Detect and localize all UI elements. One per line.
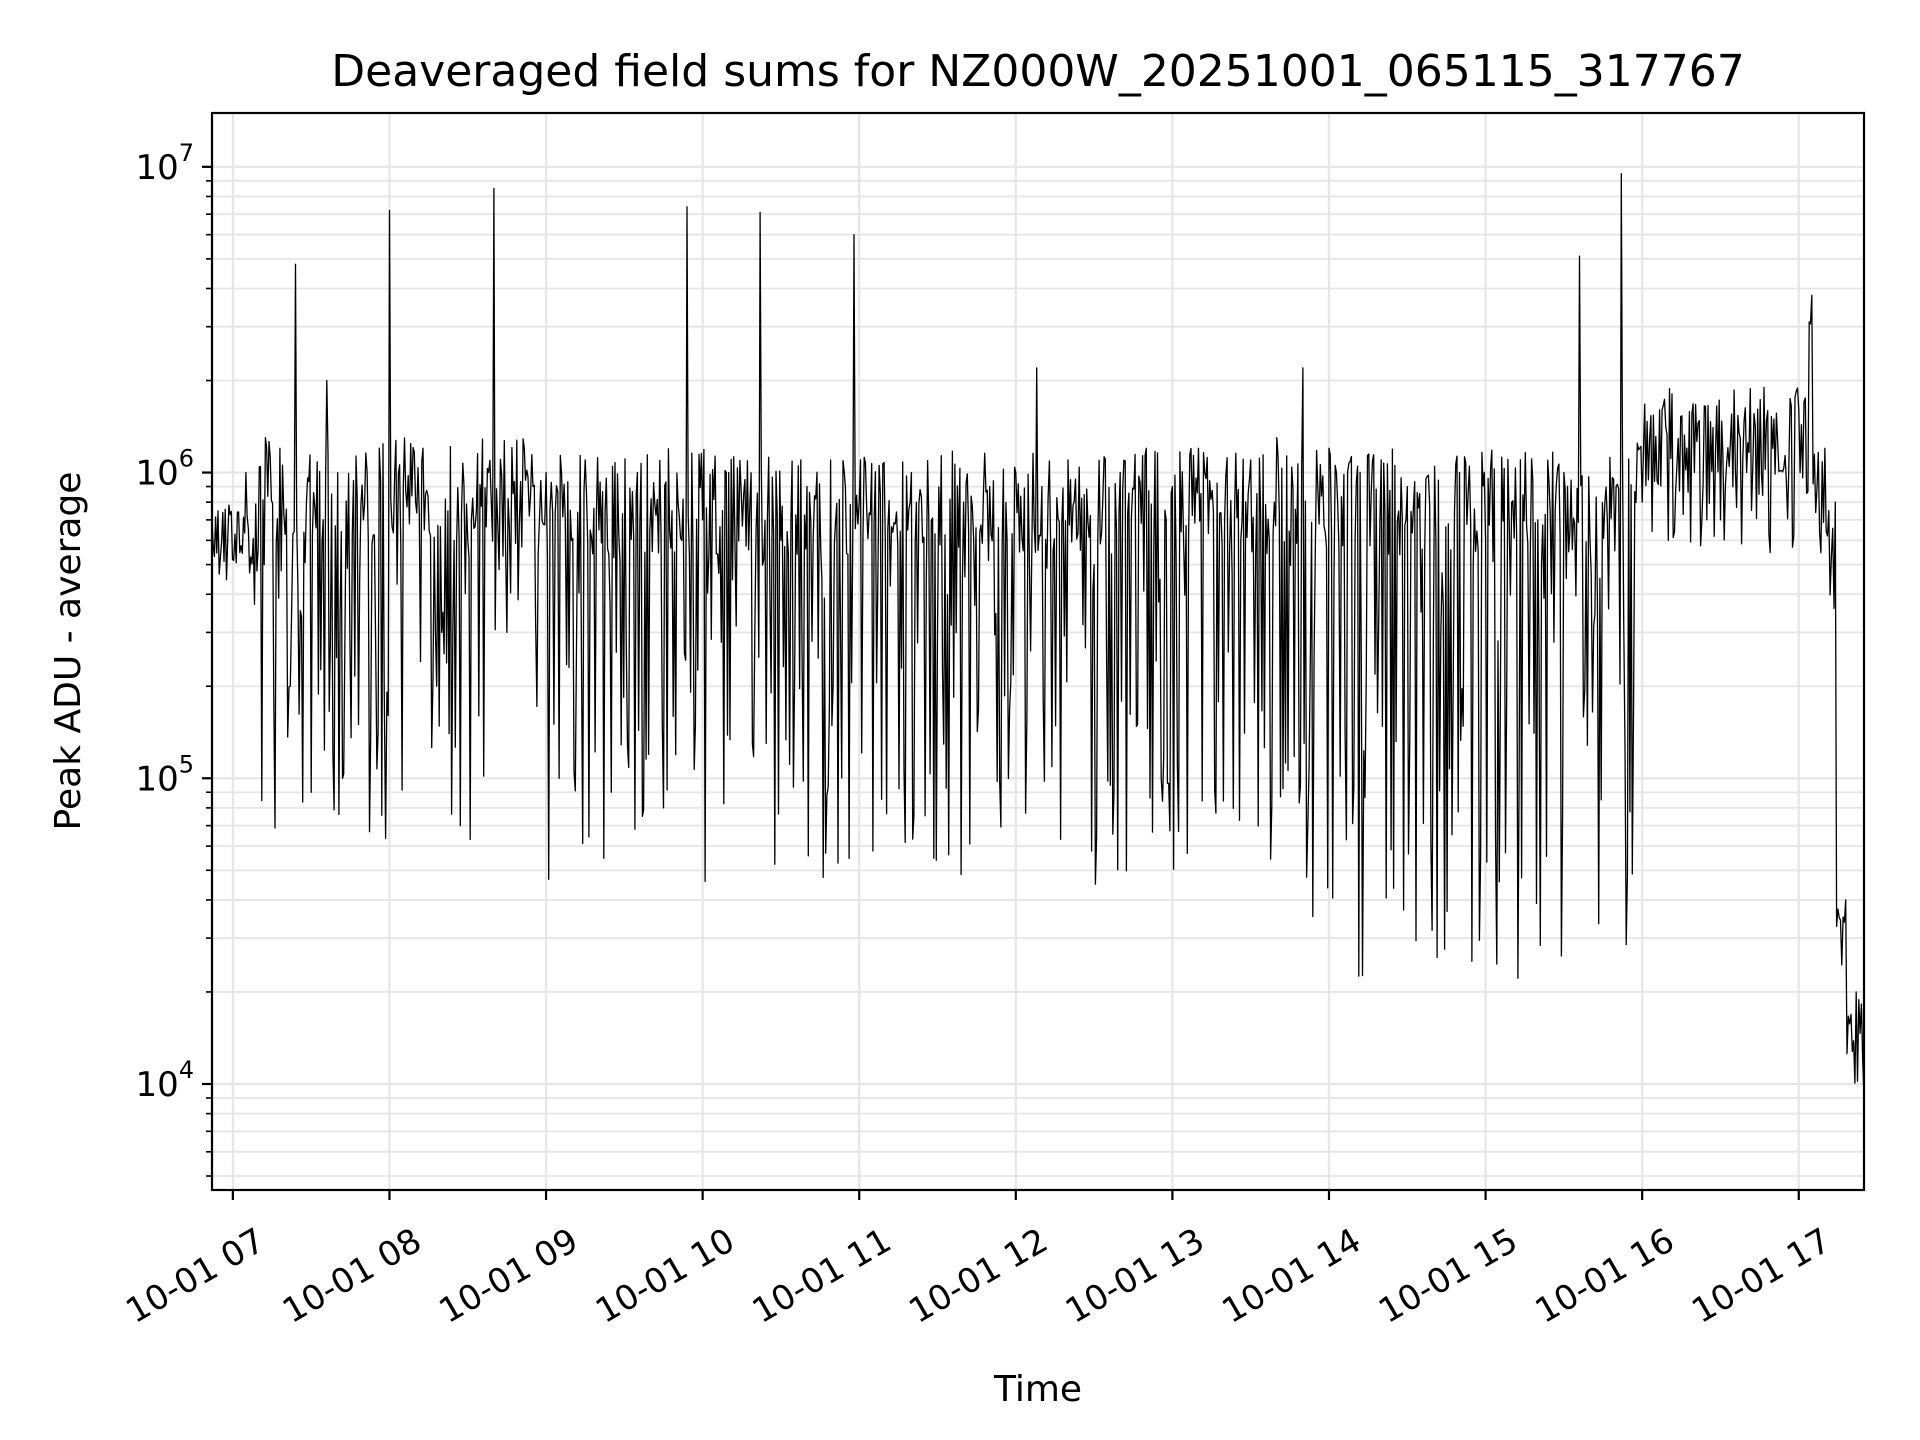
y-tick-label: 105 bbox=[135, 750, 194, 799]
series-layer bbox=[211, 172, 1865, 1099]
series-line bbox=[211, 172, 1865, 1099]
y-tick-label: 104 bbox=[135, 1056, 194, 1105]
y-tick-label: 106 bbox=[135, 445, 194, 494]
y-axis-label: Peak ADU - average bbox=[48, 472, 89, 831]
grid bbox=[212, 113, 1864, 1190]
chart-title: Deaveraged field sums for NZ000W_2025100… bbox=[331, 46, 1744, 97]
x-axis-label: Time bbox=[993, 1369, 1082, 1410]
plot-frame bbox=[210, 111, 1866, 1192]
y-tick-label: 107 bbox=[135, 139, 194, 188]
